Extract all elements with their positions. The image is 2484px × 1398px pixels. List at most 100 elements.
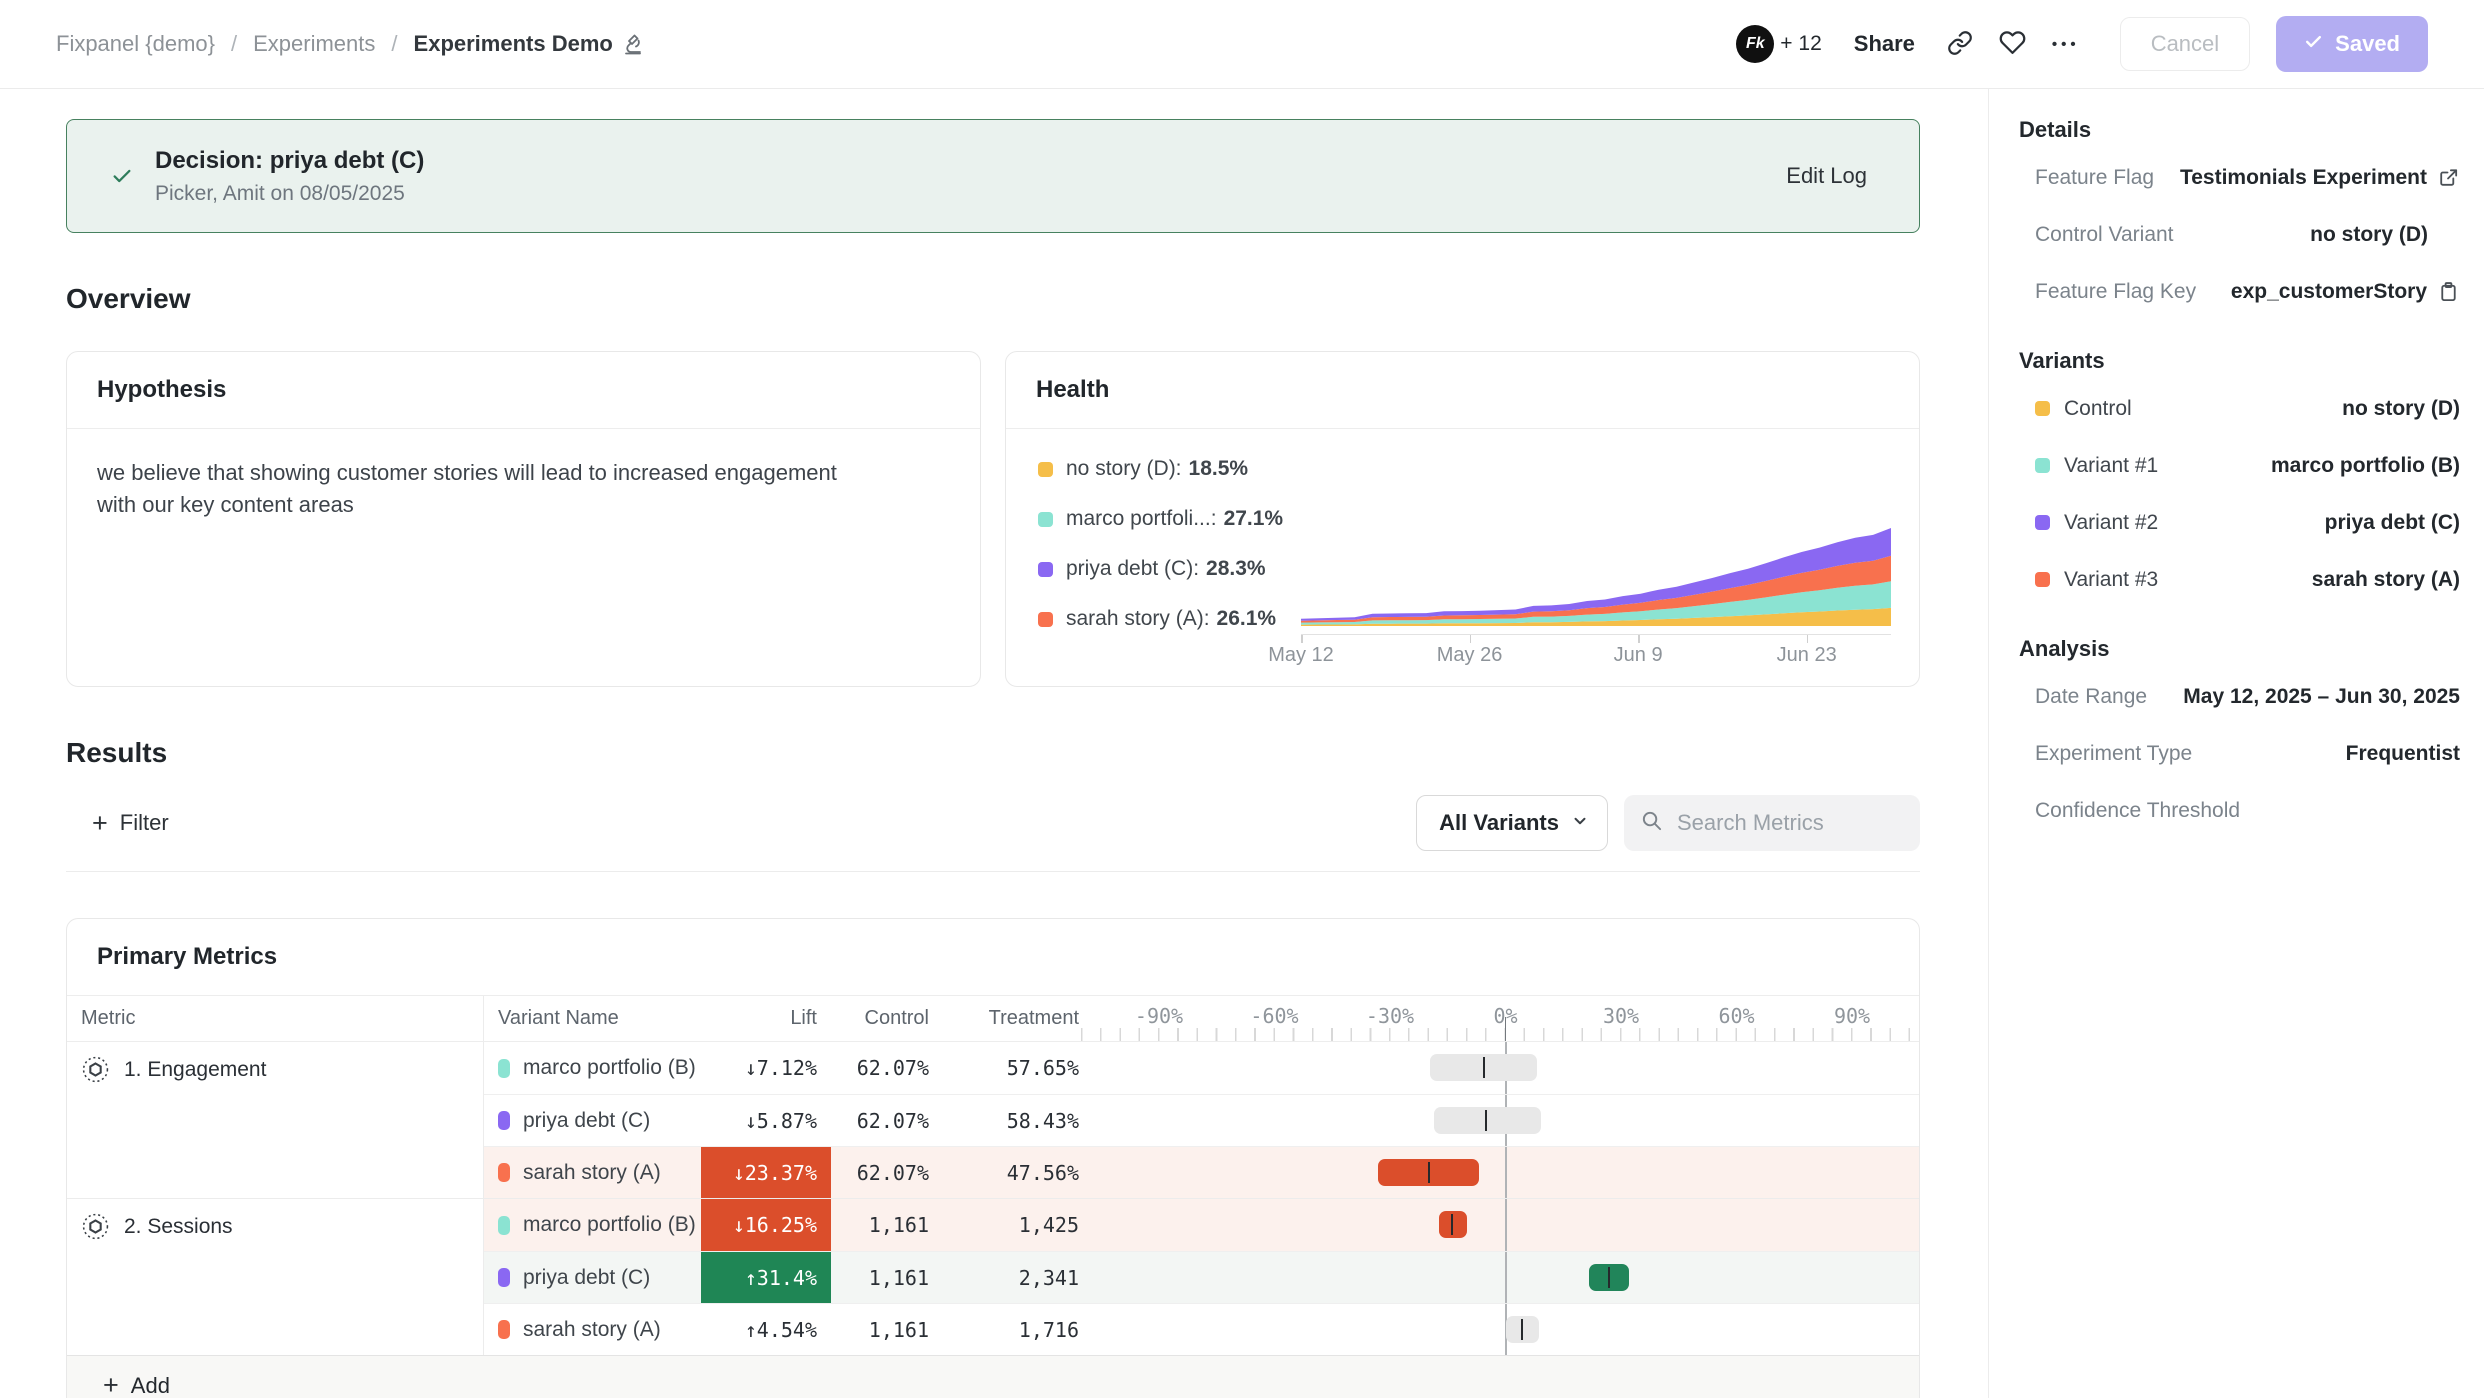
lift-marker	[1485, 1110, 1488, 1131]
plus-icon: +	[103, 1370, 119, 1398]
confidence-interval-cell	[1081, 1199, 1919, 1251]
lift-marker	[1482, 1057, 1485, 1078]
column-header-lift: Lift	[790, 1007, 817, 1029]
table-row[interactable]: priya debt (C) ↑31.4% 1,161 2,341	[484, 1251, 1919, 1303]
variant-cell: sarah story (A)	[484, 1147, 701, 1198]
x-axis-tick	[1469, 635, 1472, 643]
breadcrumb-item: Experiments Demo	[414, 31, 645, 57]
variant-name: priya debt (C)	[523, 1108, 651, 1132]
table-body: 1. Engagement marco portfolio (B) ↓7.12% 62…	[67, 1042, 1919, 1355]
search-input[interactable]	[1675, 809, 1904, 837]
control-value: 62.07%	[856, 1056, 929, 1080]
lift-marker	[1451, 1214, 1454, 1235]
health-x-axis: May 12 May 26 Jun 9 Jun 23	[1268, 634, 1891, 670]
x-axis-tick	[1806, 635, 1809, 643]
results-controls: + Filter All Variants	[66, 795, 1920, 851]
breadcrumb-separator: /	[231, 31, 238, 56]
analysis-row: Experiment Type Frequentist	[2019, 725, 2460, 782]
legend-value: 28.3%	[1206, 557, 1266, 580]
treatment-value: 47.56%	[1006, 1160, 1079, 1185]
breadcrumb-item[interactable]: Experiments	[253, 31, 376, 56]
lift-value: ↑4.54%	[744, 1317, 817, 1342]
copy-link-button[interactable]	[1947, 30, 1973, 59]
lift-axis-tick-label: 90%	[1833, 1003, 1871, 1028]
confidence-interval-cell	[1081, 1095, 1919, 1146]
breadcrumb-item[interactable]: Fixpanel {demo}	[56, 31, 215, 56]
treatment-value: 57.65%	[1006, 1056, 1079, 1080]
external-link-icon[interactable]	[2437, 166, 2460, 189]
metric-badge-icon	[81, 1055, 110, 1084]
collaborator-count: + 12	[1780, 32, 1822, 55]
add-filter-button[interactable]: + Filter	[66, 809, 169, 837]
variant-name: marco portfolio (B)	[523, 1056, 696, 1079]
legend-value: 26.1%	[1216, 607, 1277, 630]
clipboard-icon[interactable]	[2437, 280, 2460, 303]
field-value: exp_customerStory	[2230, 279, 2427, 303]
chevron-down-icon	[1571, 810, 1589, 836]
field-value: Frequentist	[2345, 741, 2460, 765]
legend-swatch	[1038, 511, 1053, 527]
more-options-button[interactable]: •••	[2052, 36, 2080, 53]
confidence-interval-cell	[1081, 1252, 1919, 1303]
table-row[interactable]: sarah story (A) ↑4.54% 1,161 1,716	[484, 1303, 1919, 1355]
legend-item: marco portfoli...: 27.1%	[1038, 507, 1283, 531]
variant-cell: priya debt (C)	[484, 1095, 701, 1146]
field-label: Feature Flag	[2035, 165, 2155, 189]
link-icon	[1947, 30, 1973, 59]
table-row[interactable]: priya debt (C) ↓5.87% 62.07% 58.43%	[484, 1094, 1919, 1146]
lift-axis-tick-label: 60%	[1718, 1003, 1755, 1028]
avatar-group[interactable]: Fk + 12	[1736, 25, 1822, 63]
decision-banner: Decision: priya debt (C) Picker, Amit on…	[66, 119, 1920, 233]
metric-cell[interactable]: 1. Engagement	[67, 1042, 484, 1198]
table-row[interactable]: marco portfolio (B) ↓16.25% 1,161 1,425	[484, 1199, 1919, 1251]
column-header-metric: Metric	[67, 996, 484, 1041]
details-row: Control Variant no story (D)	[2019, 206, 2460, 263]
saved-button-label: Saved	[2335, 31, 2400, 56]
variant-swatch	[498, 1163, 510, 1182]
table-row[interactable]: marco portfolio (B) ↓7.12% 62.07% 57.65%	[484, 1042, 1919, 1094]
metric-cell[interactable]: 2. Sessions	[67, 1199, 484, 1355]
hypothesis-card: Hypothesis we believe that showing custo…	[66, 351, 981, 687]
variant-swatch	[2035, 458, 2050, 473]
ellipsis-icon: •••	[2051, 35, 2080, 53]
primary-metrics-card: Primary Metrics Metric Variant Name Lift…	[66, 918, 1920, 1398]
legend-item: priya debt (C): 28.3%	[1038, 557, 1283, 581]
field-label: Control	[2064, 396, 2132, 420]
sidebar-section-analysis: Analysis Date Range May 12, 2025 – Jun 30,…	[2019, 636, 2460, 839]
decision-text: Decision: priya debt (C) Picker, Amit on…	[155, 147, 424, 206]
primary-metrics-title: Primary Metrics	[97, 943, 278, 970]
variant-swatch	[2035, 572, 2050, 587]
avatar[interactable]: Fk	[1736, 25, 1775, 63]
variant-cell: marco portfolio (B)	[484, 1199, 701, 1251]
table-row[interactable]: sarah story (A) ↓23.37% 62.07% 47.56%	[484, 1146, 1919, 1198]
add-metric-button[interactable]: + Add	[97, 1371, 176, 1398]
legend-swatch	[1038, 561, 1053, 577]
sidebar-section-details: Details Feature Flag Testimonials Experime…	[2019, 117, 2460, 320]
edit-log-link[interactable]: Edit Log	[1786, 163, 1867, 188]
x-axis-tick	[1301, 635, 1303, 643]
topbar-actions: Fk + 12 Share ••• Cancel	[1736, 16, 2428, 72]
variant-filter-dropdown[interactable]: All Variants	[1416, 795, 1608, 851]
cancel-button[interactable]: Cancel	[2119, 17, 2251, 71]
hypothesis-body: we believe that showing customer stories…	[97, 460, 837, 517]
legend-swatch	[1038, 461, 1053, 477]
axis-zero-tick	[1504, 1017, 1506, 1041]
check-icon	[2304, 31, 2323, 57]
add-metric-row: + Add	[67, 1355, 1919, 1398]
column-header-control: Control	[864, 1007, 929, 1029]
main-content: Decision: priya debt (C) Picker, Amit on…	[0, 89, 1988, 1398]
lift-axis-tick-label: -60%	[1250, 1003, 1299, 1028]
favorite-button[interactable]	[1999, 29, 2026, 59]
share-button[interactable]: Share	[1848, 30, 1921, 58]
saved-button[interactable]: Saved	[2276, 16, 2428, 72]
variant-swatch	[498, 1320, 510, 1339]
x-axis-label: May 26	[1436, 644, 1503, 666]
microscope-icon	[621, 32, 645, 56]
search-metrics-box	[1624, 795, 1920, 851]
axis-ruler	[1081, 1028, 1919, 1041]
lift-axis-tick-label: -90%	[1134, 1003, 1184, 1028]
field-value: sarah story (A)	[2311, 567, 2460, 591]
lift-value: ↓7.12%	[744, 1056, 817, 1080]
details-row: Feature Flag Testimonials Experiment	[2019, 149, 2460, 206]
